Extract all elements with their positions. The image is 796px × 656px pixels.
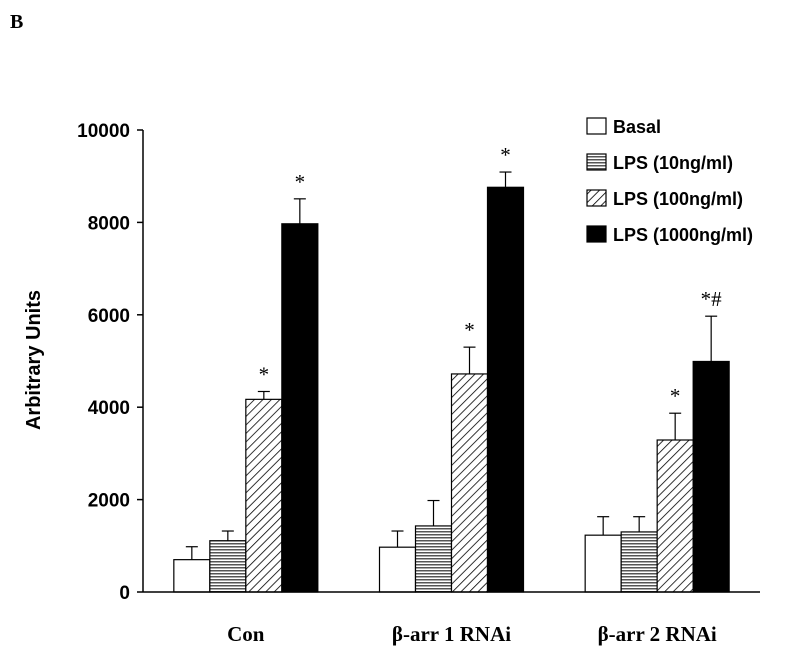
legend-swatch <box>586 189 607 207</box>
y-tick-label: 10000 <box>77 121 130 142</box>
significance-marker: * <box>500 143 511 167</box>
bar-1-1 <box>414 525 453 593</box>
y-axis-label: Arbitrary Units <box>23 290 45 430</box>
bar-0-1 <box>209 540 247 593</box>
bar-2-3 <box>692 360 730 593</box>
x-tick-label: β-arr 1 RNAi <box>392 622 511 646</box>
y-tick-label: 8000 <box>88 213 130 234</box>
legend-swatch <box>586 225 607 243</box>
y-tick-label: 2000 <box>88 491 130 512</box>
significance-marker: * <box>259 362 270 386</box>
significance-marker: * <box>464 318 475 342</box>
bar-1-3 <box>486 186 525 593</box>
legend-swatch <box>586 153 607 171</box>
legend: Basal LPS (10ng/ml) LPS (100ng/ml) LPS (100… <box>586 117 753 245</box>
y-tick-label: 6000 <box>88 306 130 327</box>
legend-swatch <box>586 117 607 135</box>
bars-group: * * * * * *# <box>173 143 730 593</box>
legend-label: LPS (1000ng/ml) <box>613 225 753 245</box>
bar-0-0 <box>173 559 211 593</box>
bar-2-2 <box>656 439 694 593</box>
y-tick-label: 4000 <box>88 398 130 419</box>
legend-label: Basal <box>613 117 661 137</box>
legend-label: LPS (100ng/ml) <box>613 189 743 209</box>
bar-1-2 <box>450 373 489 593</box>
x-tick-label: β-arr 2 RNAi <box>598 622 717 646</box>
bar-0-3 <box>281 223 319 593</box>
bar-2-0 <box>584 534 622 593</box>
bar-2-1 <box>620 531 658 593</box>
x-tick-label: Con <box>227 622 265 646</box>
y-tick-label: 0 <box>119 583 130 604</box>
significance-marker: * <box>670 384 681 408</box>
bar-0-2 <box>245 398 283 593</box>
x-axis: Con β-arr 1 RNAi β-arr 2 RNAi <box>143 591 760 646</box>
significance-marker: *# <box>701 287 723 311</box>
y-axis: 0 2000 4000 6000 8000 10000 <box>77 121 144 604</box>
bar-1-0 <box>378 546 417 593</box>
panel-label: B <box>10 11 23 33</box>
significance-marker: * <box>295 170 306 194</box>
legend-label: LPS (10ng/ml) <box>613 153 733 173</box>
